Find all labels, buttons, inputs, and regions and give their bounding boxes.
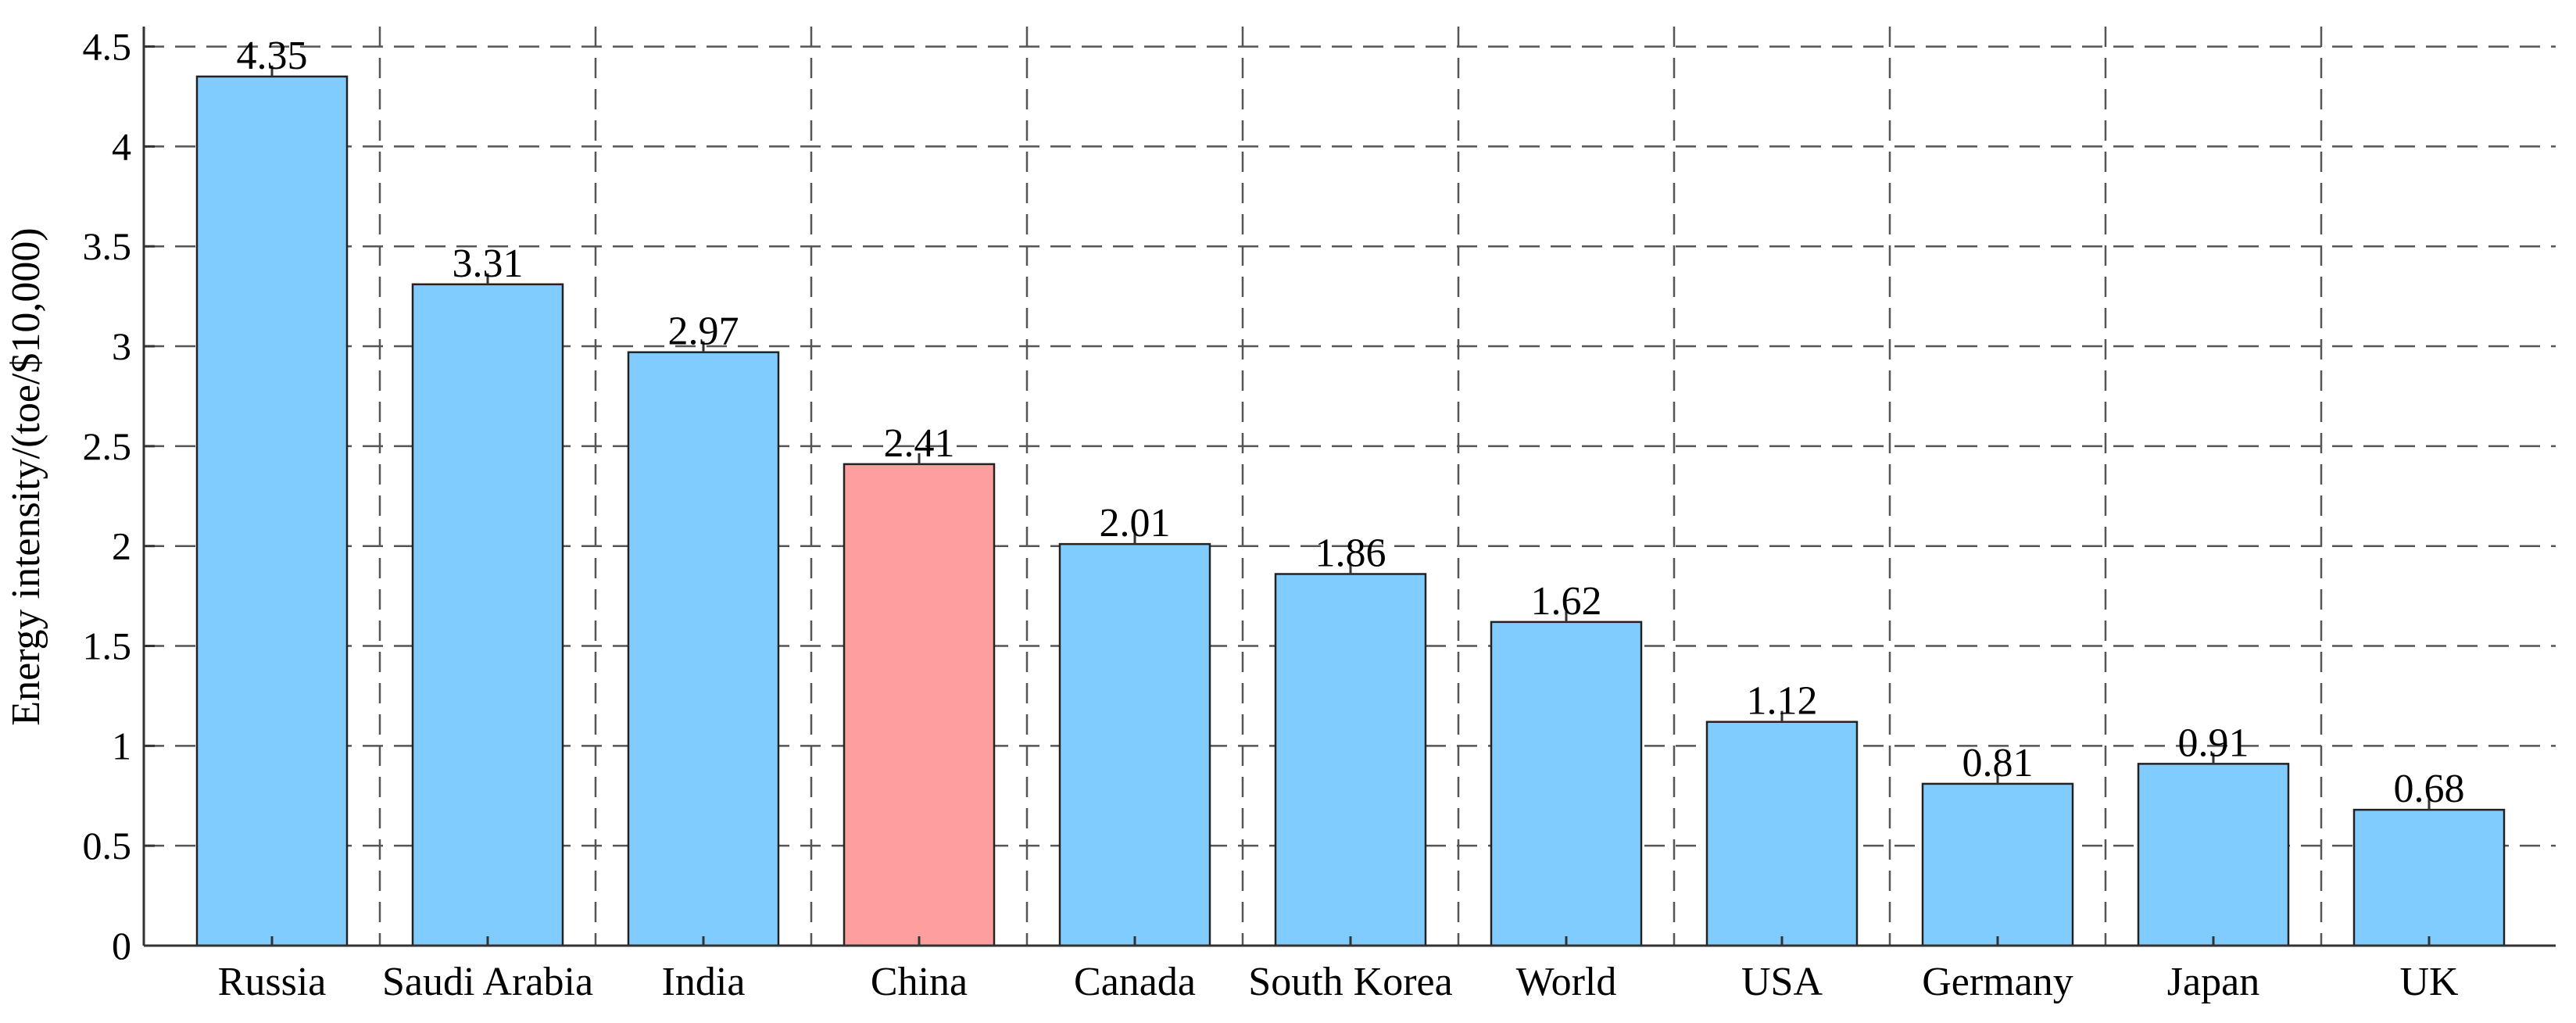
x-tick-label: China <box>871 960 968 1004</box>
data-label: 0.91 <box>2178 721 2249 765</box>
data-label: 1.86 <box>1315 531 1386 575</box>
bar-india <box>627 351 780 947</box>
bar-russia <box>195 75 349 947</box>
x-tick-label: World <box>1516 960 1617 1004</box>
data-label: 1.62 <box>1531 579 1602 624</box>
bar-germany <box>1921 782 2074 947</box>
y-tick-label: 2.5 <box>83 424 132 468</box>
bar-usa <box>1705 721 1859 947</box>
data-label: 2.97 <box>668 309 739 354</box>
y-tick-label: 0.5 <box>83 824 132 867</box>
bar-canada <box>1058 542 1211 947</box>
y-tick-label: 3 <box>112 324 131 368</box>
x-tick-label: Canada <box>1074 960 1196 1004</box>
x-tick-label: USA <box>1741 960 1823 1004</box>
y-tick-label: 1 <box>112 724 131 767</box>
bar-world <box>1490 621 1643 947</box>
bar-japan <box>2137 763 2290 947</box>
x-tick-label: India <box>662 960 746 1004</box>
data-label: 2.01 <box>1100 501 1171 545</box>
y-tick-label: 0 <box>112 924 131 968</box>
bar-saudi-arabia <box>411 283 564 947</box>
x-tick-label: Russia <box>218 960 327 1004</box>
axis-layer <box>142 27 2556 947</box>
bar-china <box>843 463 996 947</box>
data-label: 0.81 <box>1962 741 2034 785</box>
x-tick-label: UK <box>2399 960 2459 1004</box>
bar-south-korea <box>1274 573 1427 947</box>
x-tick-label: Germany <box>1922 960 2073 1004</box>
y-axis-title: Energy intensity/(toe/$10,000) <box>4 227 48 725</box>
grid-layer <box>144 27 2556 946</box>
data-label: 0.68 <box>2394 767 2465 811</box>
bars-layer <box>195 75 2506 947</box>
y-tick-label: 4 <box>112 124 131 168</box>
data-label: 4.35 <box>237 34 308 78</box>
x-tick-label: Japan <box>2167 960 2259 1004</box>
y-tick-label: 2 <box>112 524 131 568</box>
y-tick-label: 3.5 <box>83 224 132 268</box>
y-tick-label: 1.5 <box>83 624 132 668</box>
data-label: 3.31 <box>453 241 524 286</box>
data-label: 2.41 <box>884 421 955 466</box>
bar-uk <box>2352 808 2506 947</box>
x-tick-label: Saudi Arabia <box>382 960 593 1004</box>
data-label: 1.12 <box>1747 679 1818 724</box>
labels-layer: 0 0.5 1 1.5 2 2.5 3 3.5 4 4.5 4.35 Russia 3.31 Saudi … <box>83 25 2465 1004</box>
x-tick-label: South Korea <box>1248 960 1452 1004</box>
y-tick-label: 4.5 <box>83 25 132 69</box>
